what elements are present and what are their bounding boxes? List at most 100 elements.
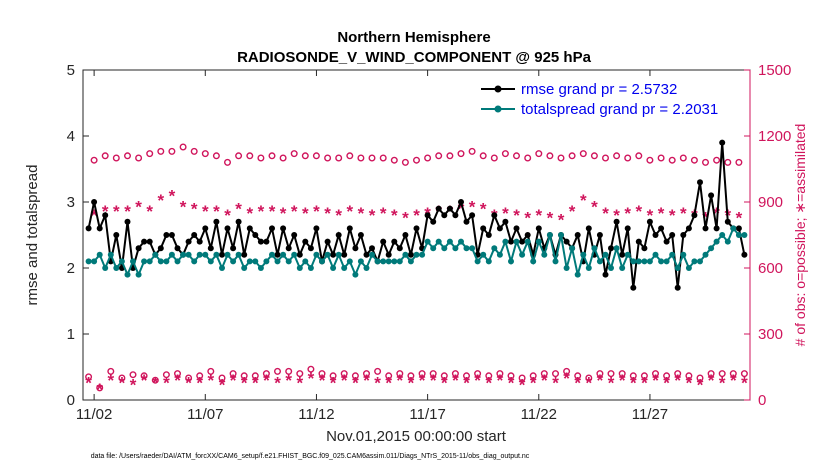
series-1-point-26 (230, 258, 237, 265)
obs-possible-point-8 (129, 371, 137, 379)
obs-possible-point-113 (713, 156, 721, 164)
obs-possible-point-38 (296, 370, 304, 378)
obs-possible-point-36 (285, 367, 293, 375)
obs-assimilated-point-105: * (669, 206, 676, 225)
series-1-point-71 (480, 251, 487, 258)
series-1-point-70 (474, 258, 481, 265)
series-0-point-2 (96, 225, 103, 232)
series-1-point-41 (313, 251, 320, 258)
series-0-point-34 (274, 251, 281, 258)
obs-assimilated-point-82: * (541, 371, 548, 390)
obs-possible-point-118 (740, 370, 748, 378)
y-right-tick-label-0: 0 (758, 392, 766, 409)
series-0-point-86 (563, 238, 570, 245)
obs-possible-point-78 (518, 374, 526, 382)
series-1-point-66 (452, 245, 459, 252)
obs-assimilated-point-62: * (430, 371, 437, 390)
obs-possible-point-43 (324, 154, 332, 162)
obs-assimilated-point-55: * (391, 206, 398, 225)
obs-assimilated-point-41: * (313, 202, 320, 221)
series-0-point-57 (402, 232, 409, 238)
x-axis-label: Nov.01,2015 00:00:00 start (326, 428, 507, 445)
obs-assimilated-point-0: * (85, 373, 92, 392)
obs-possible-point-94 (607, 370, 615, 378)
obs-possible-point-107 (679, 154, 687, 162)
series-1-point-42 (319, 258, 325, 265)
obs-possible-point-66 (451, 370, 459, 378)
obs-assimilated-point-68: * (463, 373, 470, 392)
series-0-point-11 (146, 238, 153, 245)
series-1-point-21 (202, 251, 209, 258)
obs-possible-point-73 (490, 154, 498, 162)
series-0-point-64 (441, 212, 448, 219)
obs-possible-point-62 (429, 370, 437, 378)
obs-assimilated-point-38: * (296, 373, 303, 392)
series-1-point-56 (396, 258, 403, 265)
obs-possible-point-102 (652, 370, 660, 378)
obs-assimilated-point-72: * (485, 373, 492, 392)
series-1-point-3 (102, 265, 109, 271)
series-1-point-73 (491, 245, 498, 252)
series-0-point-54 (385, 251, 392, 258)
series-0-point-18 (185, 238, 192, 245)
obs-assimilated-point-117: * (736, 208, 743, 227)
obs-possible-point-71 (479, 152, 487, 160)
obs-assimilated-point-48: * (352, 373, 359, 392)
obs-possible-point-91 (590, 152, 598, 160)
series-0-point-109 (691, 212, 698, 219)
obs-possible-point-17 (179, 143, 187, 151)
series-1-point-96 (619, 265, 626, 271)
series-0-point-46 (341, 251, 348, 258)
series-0-point-106 (674, 284, 681, 291)
obs-possible-point-1 (90, 156, 98, 164)
obs-possible-point-49 (357, 154, 365, 162)
series-1-point-82 (541, 251, 548, 258)
series-1-point-106 (674, 265, 681, 271)
obs-assimilated-point-104: * (663, 373, 670, 392)
series-0-point-111 (702, 225, 709, 232)
obs-assimilated-point-57: * (402, 208, 409, 227)
series-0-point-43 (324, 238, 331, 245)
obs-assimilated-point-111: * (702, 208, 709, 227)
series-0-point-104 (663, 238, 670, 245)
series-0-point-49 (357, 232, 364, 238)
obs-assimilated-point-29: * (246, 204, 253, 223)
obs-possible-point-104 (663, 372, 671, 380)
obs-possible-point-116 (729, 370, 737, 378)
series-0-point-75 (502, 218, 509, 225)
series-0-point-41 (313, 225, 320, 232)
obs-assimilated-point-84: * (552, 373, 559, 392)
series-0-point-62 (430, 218, 437, 225)
series-1-point-88 (574, 271, 581, 278)
obs-possible-point-109 (690, 156, 698, 164)
series-1-point-58 (407, 258, 414, 265)
series-0-point-66 (452, 212, 459, 219)
obs-possible-point-60 (418, 370, 426, 378)
series-0-point-33 (269, 225, 275, 232)
series-0-point-16 (174, 245, 181, 252)
series-1-point-53 (380, 258, 387, 265)
series-0-point-69 (469, 212, 476, 219)
series-1-point-40 (307, 265, 314, 271)
obs-assimilated-point-40: * (308, 369, 315, 388)
series-1-point-87 (569, 245, 576, 252)
series-1-point-91 (591, 245, 598, 252)
series-1-point-95 (613, 245, 620, 252)
series-1-point-80 (530, 258, 537, 265)
obs-possible-point-29 (246, 152, 254, 160)
series-1-point-20 (196, 251, 203, 258)
series-1-point-28 (241, 265, 248, 271)
obs-possible-point-40 (307, 365, 315, 373)
obs-assimilated-point-32: * (263, 371, 270, 390)
series-0-point-67 (458, 199, 464, 205)
series-0-point-13 (157, 245, 164, 252)
series-0-point-51 (369, 245, 375, 252)
y-tick-label-1: 1 (67, 326, 75, 343)
obs-assimilated-point-81: * (535, 206, 542, 225)
series-1-point-59 (413, 251, 420, 258)
series-1-point-31 (257, 265, 264, 271)
obs-possible-point-101 (646, 156, 654, 164)
series-1-point-0 (85, 258, 92, 265)
series-1-point-45 (335, 251, 342, 258)
obs-possible-point-50 (363, 370, 371, 378)
